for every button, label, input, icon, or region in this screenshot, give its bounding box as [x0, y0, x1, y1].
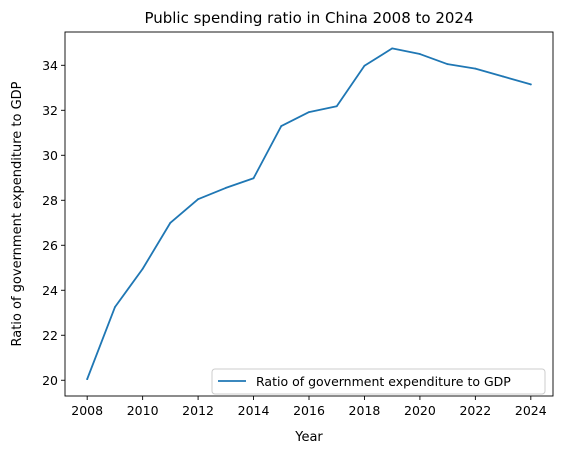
y-tick-label: 28	[42, 193, 58, 208]
y-tick-label: 20	[42, 373, 58, 388]
data-point	[335, 105, 338, 108]
y-tick-label: 34	[42, 58, 58, 73]
series-layer	[86, 47, 532, 381]
data-point	[474, 67, 477, 70]
legend: Ratio of government expenditure to GDP	[211, 368, 546, 395]
x-tick-label: 2010	[127, 403, 159, 418]
data-point	[502, 75, 504, 78]
data-point	[114, 306, 116, 309]
x-tick-label: 2018	[349, 403, 381, 418]
y-tick-label: 22	[42, 328, 58, 343]
data-point	[529, 83, 532, 86]
chart-title: Public spending ratio in China 2008 to 2…	[144, 9, 473, 27]
x-tick-label: 2022	[459, 403, 491, 418]
data-point	[280, 125, 283, 127]
data-point	[169, 221, 172, 224]
x-tick-label: 2020	[404, 403, 436, 418]
legend-entry-label: Ratio of government expenditure to GDP	[256, 374, 511, 389]
data-point	[197, 198, 199, 201]
x-axis-ticks: 2008 2010 2012 2014 2016 2018 2020 2022 2024	[71, 396, 547, 418]
data-point	[363, 64, 366, 67]
data-point	[252, 177, 255, 180]
y-axis-label: Ratio of government expenditure to GDP	[10, 81, 25, 346]
data-point	[86, 378, 89, 381]
x-tick-label: 2014	[238, 403, 270, 418]
y-tick-label: 26	[42, 238, 58, 253]
data-point	[391, 47, 394, 50]
data-point	[308, 111, 310, 113]
y-axis-ticks: 20 22 24 26 28 30 32 34	[42, 58, 65, 388]
y-tick-label: 30	[42, 148, 58, 163]
x-tick-label: 2024	[515, 403, 547, 418]
data-point	[224, 187, 227, 189]
data-point	[446, 63, 449, 66]
legend-box	[211, 368, 546, 395]
x-tick-label: 2012	[182, 403, 214, 418]
y-tick-label: 24	[42, 283, 58, 298]
y-tick-label: 32	[42, 103, 58, 118]
data-point	[419, 53, 421, 55]
data-point	[141, 267, 144, 270]
x-axis-label: Year	[294, 430, 323, 445]
x-tick-label: 2016	[293, 403, 325, 418]
x-tick-label: 2008	[71, 403, 103, 418]
